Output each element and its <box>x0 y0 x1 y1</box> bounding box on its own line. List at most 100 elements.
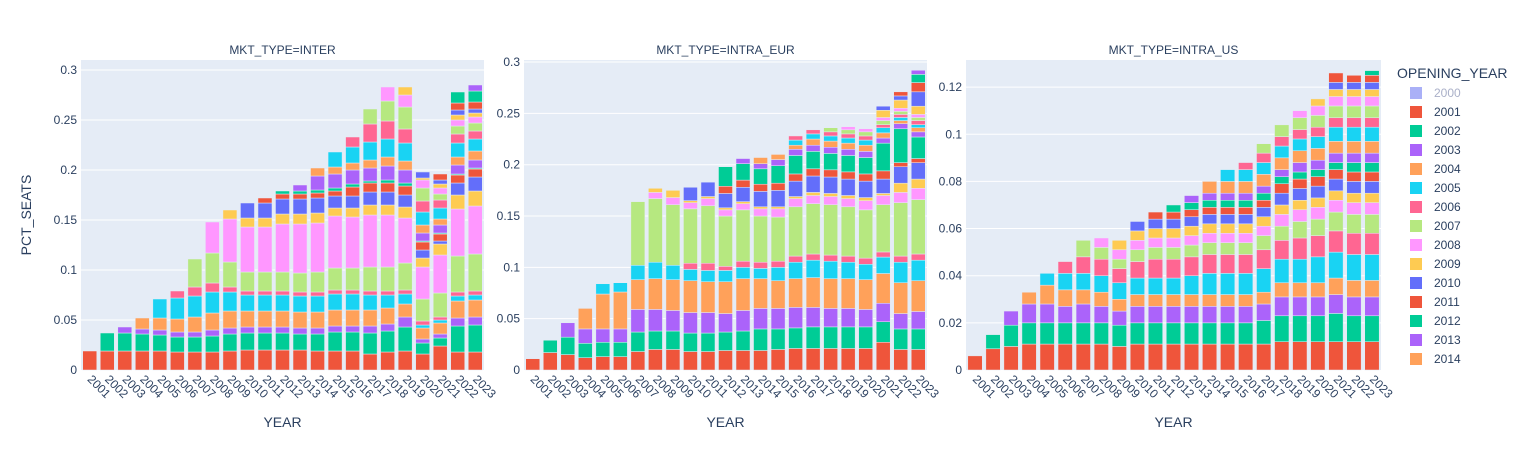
bar-segment <box>753 208 768 217</box>
bar-segment <box>893 328 908 350</box>
bar-segment <box>380 138 395 158</box>
bar-segment <box>1310 185 1326 199</box>
bar-segment <box>630 279 646 310</box>
legend-swatch <box>1410 239 1422 251</box>
bar-segment <box>397 128 413 144</box>
bar-segment <box>1166 306 1181 324</box>
bar-segment <box>788 348 803 371</box>
bar-segment <box>1220 322 1236 345</box>
bar-segment <box>1346 89 1362 97</box>
bar-segment <box>415 200 430 213</box>
bar-segment <box>718 270 733 282</box>
bar-segment <box>893 162 908 168</box>
bar-segment <box>1039 322 1055 345</box>
bar-segment <box>275 193 290 200</box>
bar-segment <box>1346 181 1362 194</box>
bar-segment <box>735 187 751 202</box>
bar-segment <box>362 353 378 371</box>
bar-segment <box>1184 256 1200 276</box>
bar-segment <box>840 326 856 349</box>
legend-swatch <box>1410 182 1422 194</box>
bar-segment <box>467 351 483 371</box>
bar-segment <box>275 290 290 296</box>
bar-segment <box>858 309 873 328</box>
bar-segment <box>1184 294 1200 307</box>
bar-segment <box>257 332 273 351</box>
bar-segment <box>1310 136 1326 149</box>
bar-segment <box>135 328 150 335</box>
y-tick-label: 0.25 <box>54 113 78 127</box>
bar-segment <box>1093 291 1109 307</box>
bar-segment <box>1111 299 1127 312</box>
bar-segment <box>1328 126 1344 142</box>
bar-segment <box>805 151 821 170</box>
bar-segment <box>805 348 821 371</box>
bar-segment <box>823 204 838 256</box>
y-tick-label: 0.08 <box>939 174 963 188</box>
bar-segment <box>858 131 873 137</box>
bar-segment <box>310 295 325 313</box>
bar-segment <box>1147 247 1163 260</box>
bar-segment <box>1093 275 1109 293</box>
facet-title: MKT_TYPE=INTRA_EUR <box>656 43 795 57</box>
bar-segment <box>1274 258 1290 284</box>
bar-segment <box>753 268 768 279</box>
bar-segment <box>770 216 786 262</box>
bar-segment <box>735 203 751 211</box>
bar-segment <box>1346 192 1362 203</box>
bar-segment <box>578 357 593 371</box>
bar-segment <box>893 166 908 184</box>
bar-segment <box>840 149 856 156</box>
bar-segment <box>875 170 891 180</box>
bar-segment <box>805 307 821 328</box>
bar-segment <box>1346 296 1362 317</box>
legend-item: 2004 <box>1410 162 1461 176</box>
bar-segment <box>805 138 821 146</box>
bar-segment <box>1274 169 1290 177</box>
bar-segment <box>187 286 203 297</box>
bar-segment <box>1310 235 1326 258</box>
bar-segment <box>700 263 716 271</box>
bar-segment <box>875 137 891 144</box>
bar-segment <box>1166 258 1181 279</box>
bar-segment <box>858 144 873 152</box>
bar-segment <box>1184 322 1200 345</box>
bar-segment <box>1310 256 1326 284</box>
bar-segment <box>770 206 786 210</box>
bar-segment <box>1292 341 1308 371</box>
bar-segment <box>1346 280 1362 298</box>
bar-segment <box>858 326 873 349</box>
bar-segment <box>823 176 838 194</box>
bar-segment <box>893 108 908 112</box>
bar-segment <box>910 117 926 121</box>
bar-segment <box>1220 214 1236 225</box>
bar-segment <box>665 310 681 332</box>
bar-segment <box>1364 171 1380 182</box>
bar-segment <box>1364 89 1380 97</box>
bar-segment <box>805 259 821 278</box>
bar-segment <box>1328 169 1344 180</box>
bar-segment <box>805 175 821 193</box>
bar-segment <box>1202 207 1218 215</box>
bar-segment <box>1147 218 1163 229</box>
bar-segment <box>397 262 413 291</box>
bar-segment <box>788 198 803 208</box>
bar-segment <box>578 308 593 330</box>
legend-item: 2011 <box>1410 295 1460 309</box>
bar-segment <box>753 168 768 185</box>
bar-segment <box>753 163 768 170</box>
bar-segment <box>362 294 378 311</box>
bar-segment <box>1111 249 1127 260</box>
bar-segment <box>1111 268 1127 284</box>
bar-segment <box>310 327 325 335</box>
bar-segment <box>380 294 395 309</box>
bar-segment <box>910 136 926 159</box>
bar-segment <box>240 326 255 334</box>
bar-segment <box>718 166 733 187</box>
bar-segment <box>1256 303 1272 321</box>
bar-segment <box>1238 162 1254 170</box>
bar-segment <box>240 226 255 273</box>
bar-segment <box>1364 181 1380 194</box>
bar-segment <box>910 91 926 107</box>
bar-segment <box>415 324 430 329</box>
